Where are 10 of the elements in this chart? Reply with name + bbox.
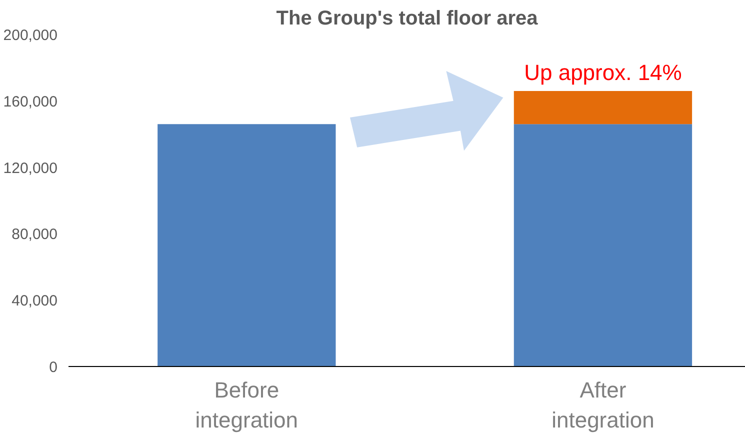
- y-tick-label: 80,000: [12, 226, 58, 244]
- y-tick-label: 160,000: [3, 93, 58, 110]
- chart-title: The Group's total floor area: [276, 8, 539, 30]
- y-tick-label: 200,000: [3, 27, 58, 44]
- y-tick-label: 0: [49, 359, 58, 376]
- annotation: Up approx. 14%: [524, 60, 682, 85]
- y-tick-label: 40,000: [12, 292, 58, 310]
- x-tick-label: After integration: [552, 378, 654, 432]
- x-tick-label: Before integration: [195, 378, 298, 432]
- y-tick-label: 120,000: [3, 160, 58, 177]
